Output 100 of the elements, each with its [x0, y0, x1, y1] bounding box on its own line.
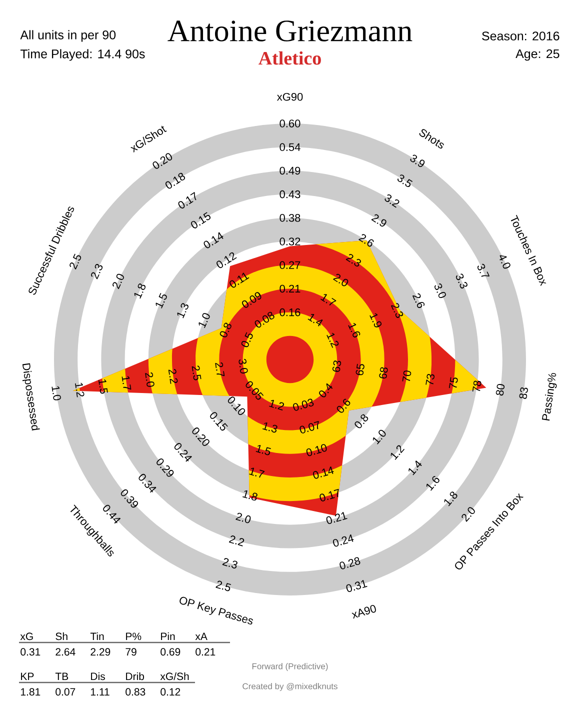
text: 80 [496, 384, 505, 396]
text: 1.8 [444, 492, 458, 506]
text: 1.7 [320, 294, 336, 306]
category-label: xG [20, 632, 33, 640]
text: 0.38 [280, 214, 300, 222]
text: 0.6 [336, 398, 350, 413]
text: 68 [379, 367, 388, 379]
category-label: Drib [126, 672, 144, 680]
text: 2.6 [358, 234, 374, 247]
text: 1.2 [326, 332, 339, 348]
text: 1.6 [348, 323, 360, 338]
text: 0.15 [191, 212, 210, 228]
text: 83 [519, 387, 528, 399]
text: 0.8 [354, 414, 368, 428]
text: 2.6 [412, 293, 425, 308]
text: 3.2 [384, 194, 400, 208]
text: 3.0 [434, 283, 446, 298]
text: 0.32 [280, 238, 300, 246]
text: 1.3 [262, 422, 278, 433]
category-label: KP [21, 672, 34, 680]
text: 0.17 [320, 488, 339, 502]
text: 1.8 [242, 490, 258, 501]
data-label: 2.64 [56, 648, 76, 656]
text: Time Played: 14.4 90s [20, 49, 145, 61]
text: 2.3 [222, 558, 238, 568]
data-label: 1.81 [21, 688, 40, 696]
text: 0.21 [326, 512, 348, 524]
data-label: 0.83 [126, 688, 146, 696]
text: 2.7 [215, 362, 225, 376]
text: 0.31 [346, 580, 368, 592]
text: 1.2 [75, 382, 84, 398]
text: 0.43 [280, 190, 300, 198]
chart-subtitle: Atletico [258, 51, 321, 65]
text: 0.09 [242, 292, 262, 308]
category-label: xG/Sh [160, 672, 189, 680]
text: 0.10 [228, 396, 246, 416]
text: 0.10 [306, 444, 327, 456]
text: Created by @mixedknuts [242, 683, 338, 691]
text: 1.0 [52, 386, 61, 400]
text: 0.08 [254, 312, 274, 328]
text: 1.4 [308, 314, 323, 326]
category-label: Tin [90, 632, 104, 640]
spoke-label: xA90 [352, 605, 376, 619]
text: 78 [472, 380, 482, 392]
text: 1.9 [370, 313, 382, 328]
data-label: 79 [126, 648, 136, 656]
text: 1.5 [156, 292, 167, 308]
text: 0.20 [192, 428, 210, 446]
category-label: TB [55, 672, 68, 680]
text: 2.3 [346, 254, 361, 267]
text: 0.24 [332, 534, 354, 547]
text: 1.6 [426, 476, 440, 491]
text: 1.5 [98, 379, 108, 394]
text: 2.0 [236, 512, 251, 524]
chart-title: Antoine Griezmann [168, 20, 412, 42]
data-label: 2.29 [90, 648, 110, 656]
text: 3.5 [397, 174, 413, 188]
text: Season: 2016 [482, 32, 560, 40]
text: 1.4 [408, 460, 422, 476]
text: 75 [448, 377, 458, 388]
text: 1.2 [269, 400, 284, 410]
text: Forward (Predictive) [252, 663, 328, 671]
text: 3.9 [410, 154, 425, 168]
text: 0.17 [178, 192, 196, 209]
text: 63 [332, 360, 342, 372]
text: 2.0 [462, 507, 475, 522]
category-label: Pin [161, 632, 175, 640]
text: 3.3 [456, 274, 468, 289]
text: Age: 25 [516, 49, 560, 61]
text: 0.11 [230, 272, 250, 288]
text: 0.5 [241, 332, 253, 348]
text: 1.3 [177, 303, 188, 318]
text: 0.14 [204, 232, 224, 248]
text: 0.03 [293, 398, 314, 411]
text: 1.7 [249, 468, 265, 478]
text: 0.27 [280, 261, 300, 269]
text: 2.9 [371, 214, 386, 227]
text: 0.07 [300, 420, 319, 434]
text: 1.5 [256, 445, 271, 456]
text: 0.28 [340, 557, 360, 570]
text: 2.2 [228, 536, 244, 546]
data-label: 0.21 [196, 648, 216, 656]
text: 1.2 [390, 445, 405, 460]
text: 0.12 [216, 252, 237, 268]
text: 0.20 [152, 153, 172, 169]
text: 0.49 [280, 166, 300, 175]
data-label: 1.11 [91, 688, 110, 696]
text: 0.18 [165, 172, 186, 189]
text: 2.5 [216, 580, 232, 592]
text: 0.29 [156, 458, 174, 477]
text: 0.60 [280, 120, 300, 128]
text: 2.5 [70, 254, 82, 270]
text: 3.0 [238, 358, 248, 374]
text: 1.0 [198, 313, 210, 328]
spoke-label: OP Key Passes [180, 596, 253, 624]
data-label: 0.69 [160, 648, 180, 656]
text: 65 [356, 364, 364, 376]
data-label: 0.31 [20, 648, 40, 656]
category-label: Dis [91, 672, 105, 680]
text: 0.21 [280, 284, 300, 293]
